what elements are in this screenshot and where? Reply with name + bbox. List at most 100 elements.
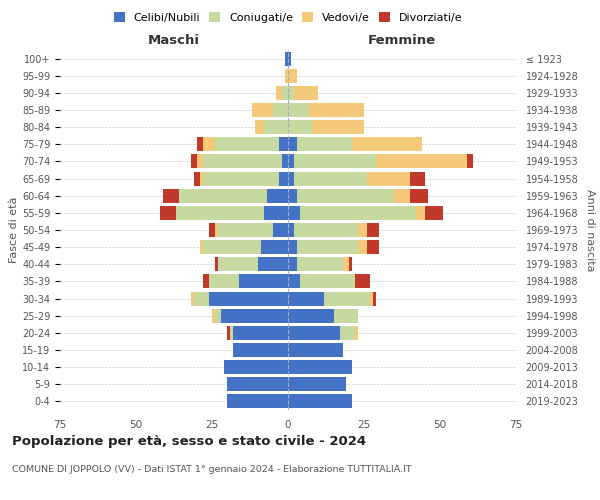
Bar: [197, 138, 203, 151]
Y-axis label: Anni di nascita: Anni di nascita: [585, 188, 595, 271]
Bar: [297, 188, 394, 202]
Bar: [215, 258, 218, 272]
Bar: [325, 292, 370, 306]
Bar: [215, 308, 221, 322]
Bar: [224, 360, 288, 374]
Bar: [288, 52, 291, 66]
Bar: [209, 223, 215, 237]
Bar: [203, 138, 215, 151]
Text: Maschi: Maschi: [148, 34, 200, 46]
Bar: [285, 52, 288, 66]
Bar: [203, 172, 279, 185]
Bar: [179, 188, 267, 202]
Bar: [349, 258, 352, 272]
Bar: [288, 154, 294, 168]
Bar: [212, 308, 215, 322]
Bar: [282, 86, 288, 100]
Bar: [288, 258, 297, 272]
Bar: [394, 188, 410, 202]
Y-axis label: Fasce di età: Fasce di età: [9, 197, 19, 263]
Bar: [355, 274, 370, 288]
Text: Popolazione per età, sesso e stato civile - 2024: Popolazione per età, sesso e stato civil…: [12, 435, 366, 448]
Bar: [288, 326, 340, 340]
Bar: [254, 120, 263, 134]
Bar: [288, 292, 325, 306]
Bar: [288, 240, 297, 254]
Bar: [294, 223, 358, 237]
Bar: [367, 172, 410, 185]
Bar: [288, 120, 313, 134]
Bar: [239, 274, 288, 288]
Bar: [358, 240, 367, 254]
Bar: [343, 258, 349, 272]
Bar: [263, 206, 288, 220]
Bar: [467, 154, 473, 168]
Bar: [194, 172, 200, 185]
Bar: [410, 172, 425, 185]
Bar: [200, 240, 203, 254]
Bar: [288, 206, 300, 220]
Bar: [233, 343, 288, 357]
Bar: [294, 154, 376, 168]
Bar: [288, 274, 300, 288]
Bar: [288, 308, 334, 322]
Bar: [288, 138, 297, 151]
Bar: [276, 86, 282, 100]
Bar: [288, 360, 352, 374]
Bar: [203, 240, 260, 254]
Bar: [352, 138, 422, 151]
Bar: [251, 103, 273, 117]
Bar: [313, 120, 364, 134]
Bar: [200, 172, 203, 185]
Bar: [300, 206, 416, 220]
Bar: [221, 308, 288, 322]
Bar: [297, 240, 358, 254]
Bar: [227, 394, 288, 408]
Bar: [416, 206, 425, 220]
Legend: Celibi/Nubili, Coniugati/e, Vedovi/e, Divorziati/e: Celibi/Nubili, Coniugati/e, Vedovi/e, Di…: [109, 8, 467, 28]
Bar: [260, 240, 288, 254]
Bar: [203, 274, 209, 288]
Bar: [410, 188, 428, 202]
Bar: [358, 223, 367, 237]
Bar: [288, 378, 346, 392]
Bar: [355, 326, 358, 340]
Bar: [288, 68, 297, 82]
Bar: [297, 138, 352, 151]
Text: Femmine: Femmine: [368, 34, 436, 46]
Bar: [215, 223, 218, 237]
Bar: [288, 172, 294, 185]
Bar: [215, 138, 279, 151]
Bar: [294, 86, 319, 100]
Bar: [309, 103, 364, 117]
Bar: [203, 154, 282, 168]
Bar: [267, 188, 288, 202]
Bar: [288, 223, 294, 237]
Bar: [194, 292, 209, 306]
Bar: [263, 120, 288, 134]
Bar: [233, 326, 288, 340]
Bar: [376, 154, 467, 168]
Bar: [160, 206, 176, 220]
Bar: [191, 154, 197, 168]
Bar: [279, 172, 288, 185]
Bar: [197, 154, 203, 168]
Bar: [367, 223, 379, 237]
Bar: [163, 188, 179, 202]
Text: COMUNE DI JOPPOLO (VV) - Dati ISTAT 1° gennaio 2024 - Elaborazione TUTTITALIA.IT: COMUNE DI JOPPOLO (VV) - Dati ISTAT 1° g…: [12, 465, 412, 474]
Bar: [176, 206, 263, 220]
Bar: [218, 223, 273, 237]
Bar: [294, 172, 367, 185]
Bar: [209, 292, 288, 306]
Bar: [227, 326, 230, 340]
Bar: [340, 326, 355, 340]
Bar: [425, 206, 443, 220]
Bar: [230, 326, 233, 340]
Bar: [273, 223, 288, 237]
Bar: [288, 103, 309, 117]
Bar: [273, 103, 288, 117]
Bar: [288, 188, 297, 202]
Bar: [288, 86, 294, 100]
Bar: [373, 292, 376, 306]
Bar: [279, 138, 288, 151]
